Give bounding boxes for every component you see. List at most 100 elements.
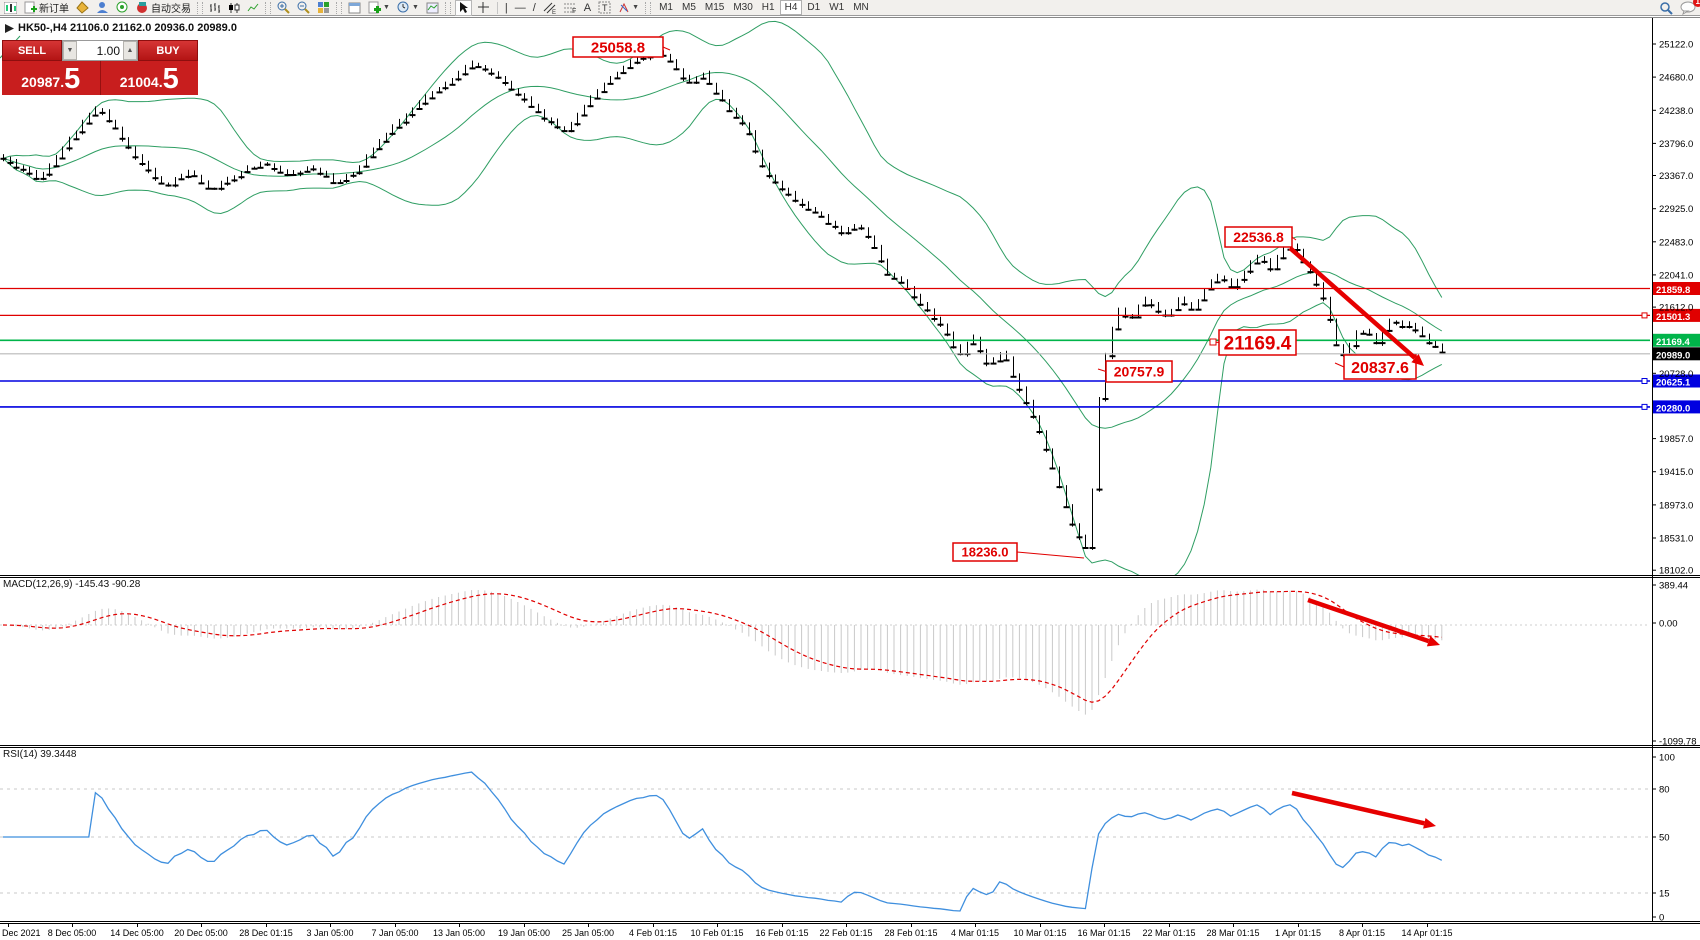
chart-canvas[interactable]: 21859.8 21501.3 21169.4 20989.0 20625.1 20280…	[0, 17, 1700, 940]
candlestick-chart-icon[interactable]	[226, 1, 242, 15]
toolbar-separator	[496, 1, 498, 14]
profile-icon[interactable]	[94, 1, 111, 15]
sounds-icon[interactable]	[114, 1, 131, 15]
timeframe-H1[interactable]: H1	[761, 2, 775, 13]
zoom-out-icon[interactable]	[295, 1, 312, 15]
svg-text:20625.1: 20625.1	[1656, 378, 1691, 389]
svg-text:21859.8: 21859.8	[1656, 285, 1690, 296]
channel-tool[interactable]: E	[541, 1, 558, 15]
volume-field[interactable]: ▼ 1.00 ▲	[62, 40, 138, 61]
svg-text:21501.3: 21501.3	[1656, 312, 1690, 323]
svg-text:20757.9: 20757.9	[1114, 364, 1165, 380]
svg-text:-1099.78: -1099.78	[1659, 737, 1697, 748]
timeframe-group: M1 M5 M15 M30 H1 H4 D1 W1 MN	[655, 0, 873, 15]
svg-text:20728.0: 20728.0	[1659, 369, 1693, 380]
new-order-button[interactable]: 新订单	[22, 1, 71, 15]
autotrade-button[interactable]: 自动交易	[134, 1, 193, 15]
toolbar-grip	[197, 1, 203, 14]
svg-text:21612.0: 21612.0	[1659, 303, 1693, 314]
caret-down-icon: ▼	[383, 4, 390, 11]
svg-text:19 Jan 05:00: 19 Jan 05:00	[498, 928, 550, 938]
timeframe-M1[interactable]: M1	[659, 2, 673, 13]
svg-text:24238.0: 24238.0	[1659, 106, 1693, 117]
crosshair-tool[interactable]	[475, 1, 492, 15]
svg-text:20837.6: 20837.6	[1351, 360, 1409, 377]
svg-text:1 Apr 01:15: 1 Apr 01:15	[1275, 928, 1321, 938]
svg-text:8 Dec 05:00: 8 Dec 05:00	[48, 928, 97, 938]
bar-chart-icon[interactable]	[207, 1, 223, 15]
toolbar: 新订单 自动交易 ▼ ▼ | — / E F A T ▼ M1 M5	[0, 0, 1700, 16]
horizontal-line-tool[interactable]: —	[514, 1, 526, 14]
new-order-icon	[24, 1, 37, 14]
svg-text:0: 0	[1659, 913, 1664, 924]
volume-decrease-button[interactable]: ▼	[63, 41, 77, 60]
styler-icon[interactable]	[74, 1, 91, 15]
chat-button[interactable]: 1	[1678, 0, 1700, 15]
trend-arrows	[1288, 246, 1440, 829]
chat-unread-badge: 1	[1692, 0, 1700, 7]
toolbar-grip	[265, 1, 271, 14]
svg-text:8 Apr 01:15: 8 Apr 01:15	[1339, 928, 1385, 938]
candlestick-series	[0, 50, 1446, 550]
svg-text:19415.0: 19415.0	[1659, 467, 1693, 478]
timeframe-D1[interactable]: D1	[807, 2, 821, 13]
vertical-line-tool[interactable]: |	[504, 1, 508, 14]
chart-window-icon[interactable]	[2, 1, 19, 15]
timeframe-MN[interactable]: MN	[853, 2, 869, 13]
timeframe-W1[interactable]: W1	[829, 2, 845, 13]
svg-text:10 Feb 01:15: 10 Feb 01:15	[690, 928, 743, 938]
templates-icon[interactable]	[424, 1, 441, 15]
svg-text:20280.0: 20280.0	[1656, 403, 1690, 414]
svg-text:22483.0: 22483.0	[1659, 237, 1693, 248]
line-chart-icon[interactable]	[245, 1, 261, 15]
sell-price-main: 20987.	[21, 74, 65, 90]
macd-indicator-label: MACD(12,26,9) -145.43 -90.28	[3, 579, 141, 590]
price-divider	[99, 61, 101, 95]
timeframe-M30[interactable]: M30	[733, 2, 753, 13]
trendline-tool[interactable]: /	[532, 1, 536, 14]
new-window-icon[interactable]	[346, 1, 363, 15]
svg-text:28 Mar 01:15: 28 Mar 01:15	[1206, 928, 1259, 938]
svg-text:E: E	[552, 10, 556, 14]
svg-text:19857.0: 19857.0	[1659, 434, 1693, 445]
buy-price[interactable]: 21004. 5	[101, 61, 199, 95]
svg-text:25 Jan 05:00: 25 Jan 05:00	[562, 928, 614, 938]
text-tool[interactable]: A	[583, 1, 592, 14]
volume-value: 1.00	[96, 43, 120, 58]
volume-increase-button[interactable]: ▲	[123, 41, 137, 60]
search-icon[interactable]	[1657, 1, 1675, 15]
timeframe-M15[interactable]: M15	[704, 2, 725, 13]
svg-text:389.44: 389.44	[1659, 581, 1688, 592]
svg-text:80: 80	[1659, 785, 1670, 796]
label-tool[interactable]: T	[596, 1, 613, 15]
svg-text:28 Feb 01:15: 28 Feb 01:15	[884, 928, 937, 938]
cursor-tool[interactable]	[454, 0, 472, 16]
svg-text:16 Mar 01:15: 16 Mar 01:15	[1077, 928, 1130, 938]
sell-price[interactable]: 20987. 5	[2, 61, 100, 95]
fibonacci-tool[interactable]: F	[561, 1, 579, 15]
autotrade-icon	[137, 2, 147, 13]
caret-down-icon: ▼	[632, 4, 640, 11]
svg-text:18102.0: 18102.0	[1659, 566, 1693, 577]
chart-area[interactable]: 21859.8 21501.3 21169.4 20989.0 20625.1 20280…	[0, 17, 1700, 940]
timeframe-H4[interactable]: H4	[779, 0, 803, 15]
timeframe-M5[interactable]: M5	[681, 2, 696, 13]
svg-text:20989.0: 20989.0	[1656, 350, 1690, 361]
indicators-add-button[interactable]: ▼	[366, 1, 392, 15]
arrows-tool[interactable]: ▼	[616, 1, 641, 15]
one-click-trading-widget: SELL ▼ 1.00 ▲ BUY 20987. 5 21004. 5	[2, 40, 198, 95]
buy-price-pip: 5	[162, 63, 179, 95]
svg-text:23367.0: 23367.0	[1659, 171, 1693, 182]
buy-button[interactable]: BUY	[138, 40, 198, 61]
zoom-in-icon[interactable]	[275, 1, 292, 15]
svg-text:15: 15	[1659, 889, 1670, 900]
sell-button[interactable]: SELL	[2, 40, 62, 61]
price-callout-labels: 25058.8 22536.8 21169.4 20757.9 20837.6 18236…	[572, 36, 1417, 562]
chat-bubble-icon	[1680, 1, 1696, 15]
level-lines: 21859.8 21501.3 21169.4 20989.0 20625.1 20280…	[0, 282, 1700, 414]
periods-clock-button[interactable]: ▼	[395, 1, 421, 15]
autotrade-label: 自动交易	[151, 4, 191, 15]
tile-windows-icon[interactable]	[315, 1, 332, 15]
buy-price-main: 21004.	[119, 74, 163, 90]
rsi-indicator-label: RSI(14) 39.3448	[3, 749, 77, 760]
